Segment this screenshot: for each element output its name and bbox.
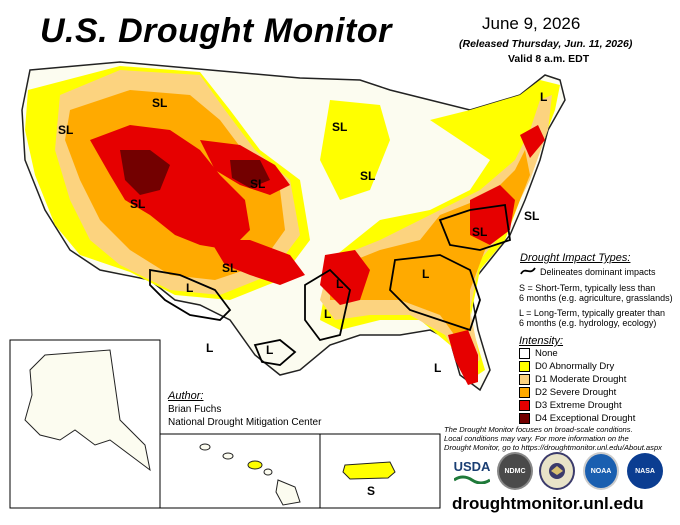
map-label-sl-7: SL [360,169,375,183]
nasa-logo: NASA [625,453,665,489]
puerto-rico-shape [342,461,396,480]
legend-swatch [519,361,530,372]
map-label-l-3: L [266,343,273,357]
d3-virginia [470,185,515,245]
legend-swatch [519,400,530,411]
author-name: Brian Fuchs [168,404,222,415]
legend-item-d2: D2 Severe Drought [519,387,616,398]
usda-logo: USDA [452,454,492,488]
map-date: June 9, 2026 [482,14,581,33]
map-label-l-6: L [422,267,429,281]
legend-swatch [519,348,530,359]
map-label-l-7: L [434,361,441,375]
intensity-legend-title: Intensity: [519,335,564,347]
author-block: Author: Brian Fuchs National Drought Mit… [168,390,321,429]
impact-s-line1: S = Short-Term, typically less than [519,283,656,293]
nasa-logo-badge: NASA [627,453,663,489]
map-label-l-4: L [324,307,331,321]
eagle-seal-icon [549,463,565,479]
doc-seal-logo [539,452,575,490]
impact-lines [149,203,511,366]
d3-florida [448,330,478,385]
map-label-sl-3: SL [130,197,145,211]
legend-label: D0 Abnormally Dry [535,361,615,372]
legend-item-none: None [519,348,558,359]
map-label-l-1: L [186,281,193,295]
map-label-sl-5: SL [222,261,237,275]
map-label-sl-2: SL [58,123,73,137]
legend-swatch [519,387,530,398]
legend-label: D4 Exceptional Drought [535,413,636,424]
legend-label: D3 Extreme Drought [535,400,622,411]
hawaii-islands [199,443,301,506]
map-label-l-5: L [336,277,343,291]
valid-time: Valid 8 a.m. EDT [508,53,590,65]
d4-core [120,150,270,195]
map-title: U.S. Drought Monitor [40,12,392,50]
impact-line-symbol [520,267,536,275]
impact-legend-title: Drought Impact Types: [520,252,631,264]
map-label-l-2: L [206,341,213,355]
impact-line-desc: Delineates dominant impacts [540,267,656,277]
d3-northeast [520,125,545,158]
release-date: (Released Thursday, Jun. 11, 2026) [459,38,633,50]
legend-item-d0: D0 Abnormally Dry [519,361,614,372]
legend-swatch [519,374,530,385]
legend-item-d3: D3 Extreme Drought [519,400,622,411]
usda-wave-icon [454,475,490,484]
alaska-shape [24,349,151,472]
map-label-sl-6: SL [332,120,347,134]
legend-label: None [535,348,558,359]
map-label-sl-8: SL [472,225,487,239]
note-line-1: The Drought Monitor focuses on broad-sca… [444,425,633,434]
noaa-logo-badge: NOAA [583,452,619,490]
ndmc-logo-badge: NDMC [497,452,533,490]
d3-texas [210,240,305,285]
impact-l-line2: 6 months (e.g. hydrology, ecology) [519,318,657,328]
author-label: Author: [168,390,204,402]
d3-midsouth [320,250,370,305]
legend-swatch [519,413,530,424]
author-org: National Drought Mitigation Center [168,417,322,428]
impact-s-line2: 6 months (e.g. agriculture, grasslands) [519,293,673,303]
footer-url[interactable]: droughtmonitor.unl.edu [452,494,644,513]
map-label-sl-4: SL [250,177,265,191]
legend-item-d4: D4 Exceptional Drought [519,413,635,424]
ndmc-logo: NDMC [497,452,533,490]
disclaimer-note: The Drought Monitor focuses on broad-sca… [444,425,676,452]
map-label-sl-9: SL [524,209,539,223]
legend-label: D1 Moderate Drought [535,374,627,385]
note-line-2: Local conditions may vary. For more info… [444,434,629,443]
map-label-sl-1: SL [152,96,167,110]
map-label-s-pr: S [367,484,375,498]
noaa-logo: NOAA [583,452,619,490]
note-line-3: Drought Monitor, go to https://droughtmo… [444,443,662,452]
legend-item-d1: D1 Moderate Drought [519,374,626,385]
d2-southeast [330,150,530,340]
legend-label: D2 Severe Drought [535,387,617,398]
map-label-l-8: L [540,90,547,104]
impact-l-line1: L = Long-Term, typically greater than [519,308,665,318]
usda-logo-text: USDA [453,458,491,474]
